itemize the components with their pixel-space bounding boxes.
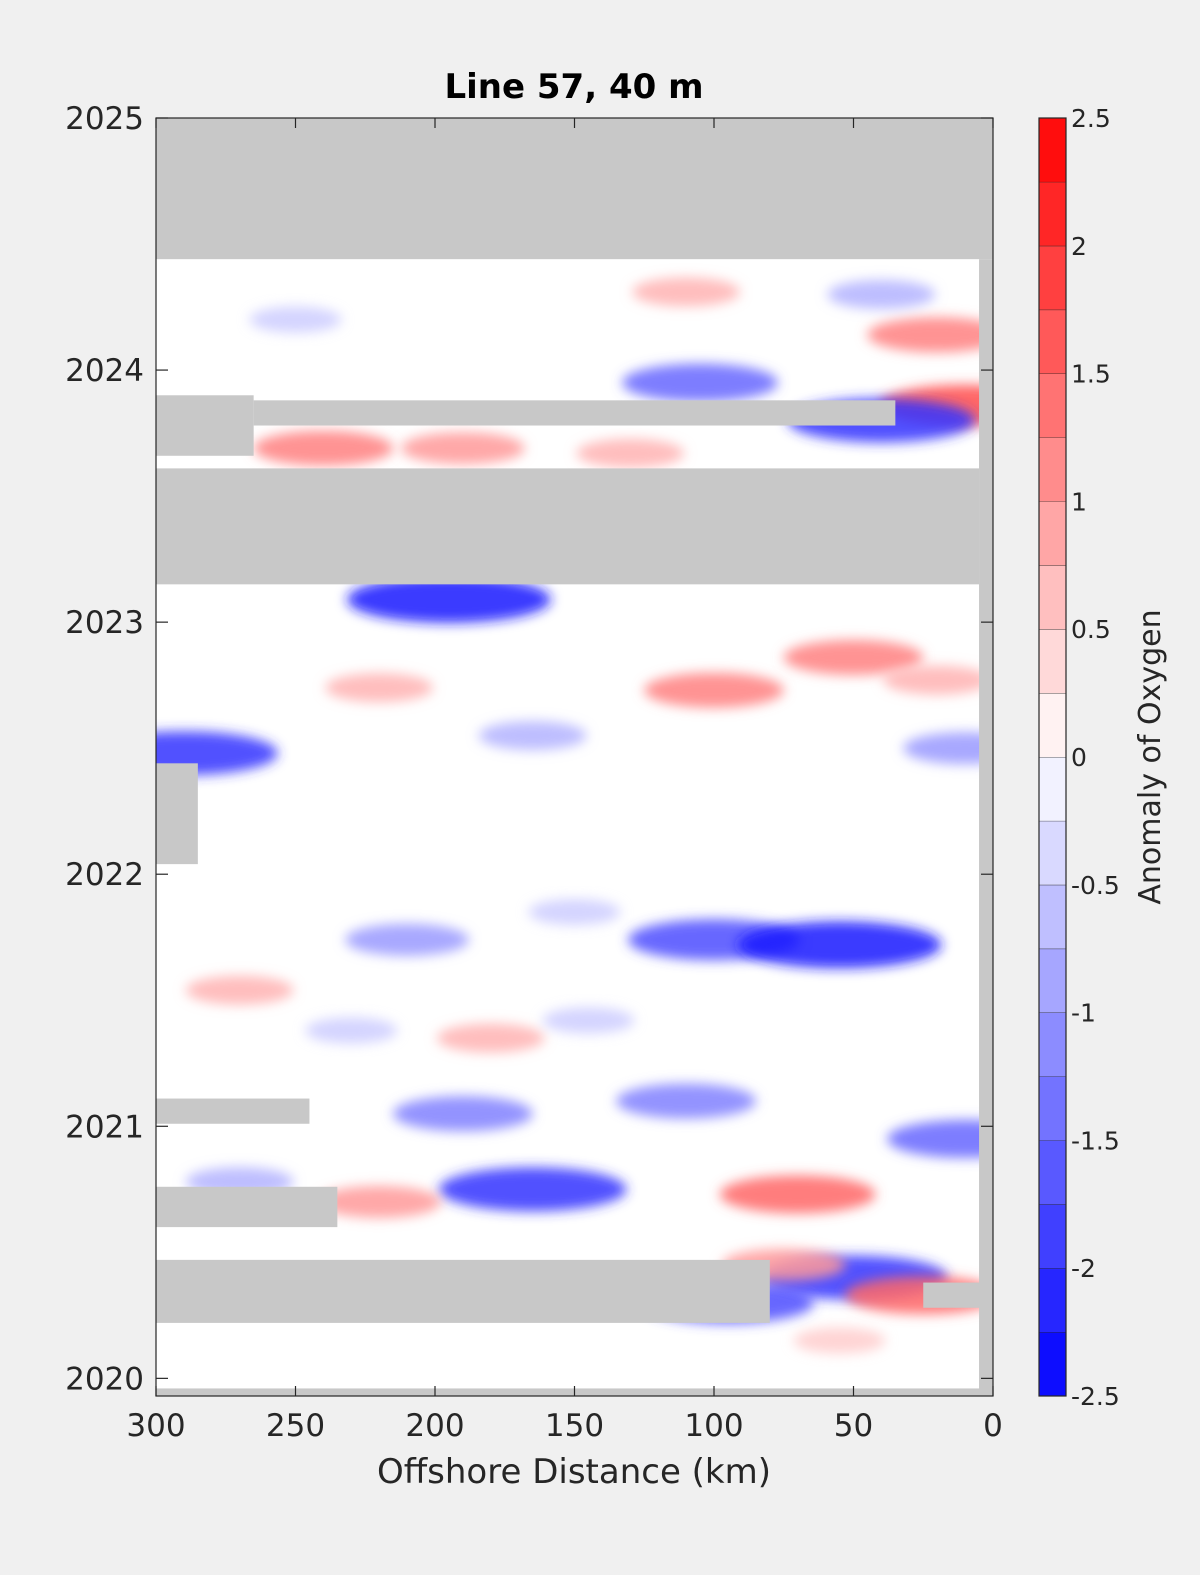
- anomaly-blob: [827, 279, 936, 309]
- y-tick-label: 2025: [65, 101, 144, 137]
- colorbar-step: [1039, 245, 1066, 310]
- colorbar-step: [1039, 501, 1066, 566]
- anomaly-blob: [438, 1167, 627, 1212]
- anomaly-blob: [883, 665, 992, 695]
- y-tick-label: 2022: [65, 857, 144, 893]
- x-tick-label: 100: [684, 1408, 743, 1444]
- x-tick-label: 50: [834, 1408, 873, 1444]
- anomaly-blob: [345, 923, 470, 956]
- no-data-region: [156, 1186, 338, 1228]
- colorbar-label: Anomaly of Oxygen: [1133, 609, 1168, 904]
- colorbar-tick-label: 1.5: [1071, 360, 1111, 389]
- colorbar-tick-label: 0: [1071, 743, 1087, 772]
- anomaly-blob: [616, 1083, 757, 1119]
- colorbar-step: [1039, 1140, 1066, 1205]
- colorbar-step: [1039, 757, 1066, 821]
- anomaly-blob: [317, 1185, 442, 1218]
- anomaly-blob: [622, 363, 779, 402]
- x-tick-label: 250: [266, 1408, 325, 1444]
- anomaly-blob: [903, 732, 993, 765]
- chart-title: Line 57, 40 m: [444, 67, 703, 107]
- anomaly-blob: [253, 430, 394, 466]
- colorbar-frame: [1038, 117, 1067, 1397]
- anomaly-blob: [793, 1327, 886, 1354]
- no-data-region: [253, 400, 896, 426]
- no-data-regions: [156, 118, 993, 1396]
- anomaly-blob: [737, 921, 942, 969]
- colorbar-step: [1039, 1204, 1066, 1269]
- colorbar-step: [1039, 373, 1066, 438]
- anomaly-blob: [528, 899, 621, 926]
- no-data-region: [156, 395, 254, 456]
- plot-area: [155, 117, 994, 1397]
- anomaly-blob: [783, 639, 924, 675]
- colorbar-tick-label: -2: [1071, 1254, 1096, 1283]
- colorbar-step: [1039, 565, 1066, 630]
- colorbar-step: [1039, 948, 1066, 1013]
- colorbar-step: [1039, 1268, 1066, 1333]
- anomaly-blob: [325, 673, 434, 703]
- colorbar-step: [1039, 1332, 1066, 1396]
- y-tick-label: 2024: [65, 353, 144, 389]
- anomaly-blob: [392, 1096, 533, 1132]
- anomaly-blob: [719, 1175, 876, 1214]
- anomaly-blob: [632, 277, 741, 307]
- colorbar-tick-label: 0.5: [1071, 615, 1111, 644]
- colorbar-tick-label: 2.5: [1071, 104, 1111, 133]
- colorbar-step: [1039, 181, 1066, 246]
- colorbar-step: [1039, 693, 1066, 757]
- anomaly-blob: [400, 432, 525, 465]
- no-data-region: [156, 763, 198, 865]
- colorbar-tick-label: -1: [1071, 999, 1096, 1028]
- no-data-region: [156, 468, 980, 585]
- y-axis: 2020 2021 2022 2023 2024 2025: [65, 101, 993, 1397]
- colorbar-tick-label: -2.5: [1071, 1382, 1120, 1411]
- colorbar-step: [1039, 884, 1066, 949]
- colorbar-step: [1039, 820, 1066, 885]
- anomaly-blob: [644, 672, 784, 708]
- anomaly-blob: [346, 575, 551, 623]
- anomaly-blob: [867, 317, 993, 353]
- no-data-region: [156, 1098, 310, 1124]
- anomaly-blob: [576, 438, 685, 468]
- anomaly-blob: [305, 1017, 398, 1044]
- colorbar-step: [1039, 118, 1066, 182]
- colorbar-tick-label: 2: [1071, 232, 1087, 261]
- colorbar-tick-label: -1.5: [1071, 1126, 1120, 1155]
- anomaly-blob: [887, 1119, 993, 1158]
- colorbar-tick-label: 1: [1071, 487, 1087, 516]
- y-tick-label: 2023: [65, 605, 144, 641]
- x-tick-label: 300: [126, 1408, 185, 1444]
- colorbar-step: [1039, 1012, 1066, 1077]
- x-tick-label: 150: [545, 1408, 604, 1444]
- no-data-region: [979, 259, 993, 1396]
- colorbar-step: [1039, 629, 1066, 694]
- anomaly-blob: [185, 975, 294, 1005]
- anomaly-blob: [542, 1007, 635, 1034]
- anomaly-blob: [249, 306, 342, 333]
- colorbar-step: [1039, 1076, 1066, 1141]
- colorbar-tick-label: -0.5: [1071, 871, 1120, 900]
- y-tick-label: 2020: [65, 1361, 144, 1397]
- colorbar: -2.5 -2 -1.5 -1 -0.5 0 0.5 1 1.5 2 2.5: [1038, 104, 1120, 1411]
- x-axis-label: Offshore Distance (km): [377, 1452, 771, 1492]
- colorbar-step: [1039, 309, 1066, 374]
- x-tick-label: 0: [983, 1408, 1003, 1444]
- anomaly-blob: [436, 1023, 545, 1053]
- x-axis: 300 250 200 150 100 50 0: [126, 118, 1003, 1444]
- y-tick-label: 2021: [65, 1109, 144, 1145]
- anomaly-blob: [478, 721, 587, 751]
- colorbar-step: [1039, 437, 1066, 502]
- x-tick-label: 200: [405, 1408, 464, 1444]
- no-data-region: [156, 1259, 770, 1323]
- no-data-region: [156, 118, 993, 260]
